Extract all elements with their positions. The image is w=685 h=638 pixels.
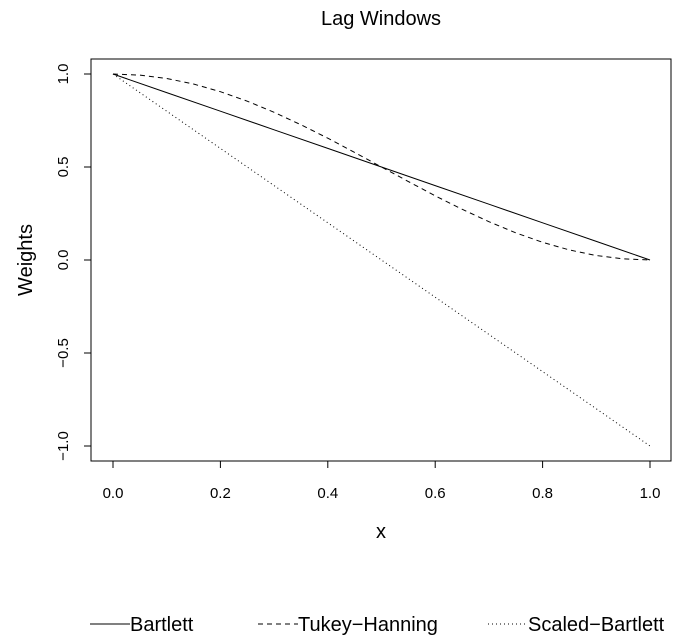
legend: Bartlett Tukey−Hanning Scaled−Bartlett [90,614,665,636]
y-tick-label-3: 0.5 [55,157,72,178]
x-tick-label-4: 0.8 [532,485,553,502]
series-layer [112,73,651,447]
series-line-2 [112,73,651,447]
legend-label-1: Tukey−Hanning [298,614,438,636]
y-tick-label-2: 0.0 [55,250,72,271]
series-line-1 [112,73,651,261]
x-tick-label-5: 1.0 [640,485,661,502]
y-tick-label-4: 1.0 [55,64,72,85]
legend-label-2: Scaled−Bartlett [528,614,665,636]
y-tick-label-1: −0.5 [55,338,72,368]
chart-title: Lag Windows [321,8,441,30]
x-tick-label-3: 0.6 [425,485,446,502]
y-tick-label-0: −1.0 [55,431,72,461]
y-axis: −1.0 −0.5 0.0 0.5 1.0 [55,64,92,461]
plot-frame [90,58,672,462]
x-axis-label: x [376,521,386,543]
x-tick-label-1: 0.2 [210,485,231,502]
legend-label-0: Bartlett [130,614,194,636]
y-axis-label: Weights [15,224,37,296]
series-line-0 [112,73,651,261]
x-axis: 0.0 0.2 0.4 0.6 0.8 1.0 [103,460,661,502]
x-tick-label-0: 0.0 [103,485,124,502]
x-tick-label-2: 0.4 [317,485,338,502]
